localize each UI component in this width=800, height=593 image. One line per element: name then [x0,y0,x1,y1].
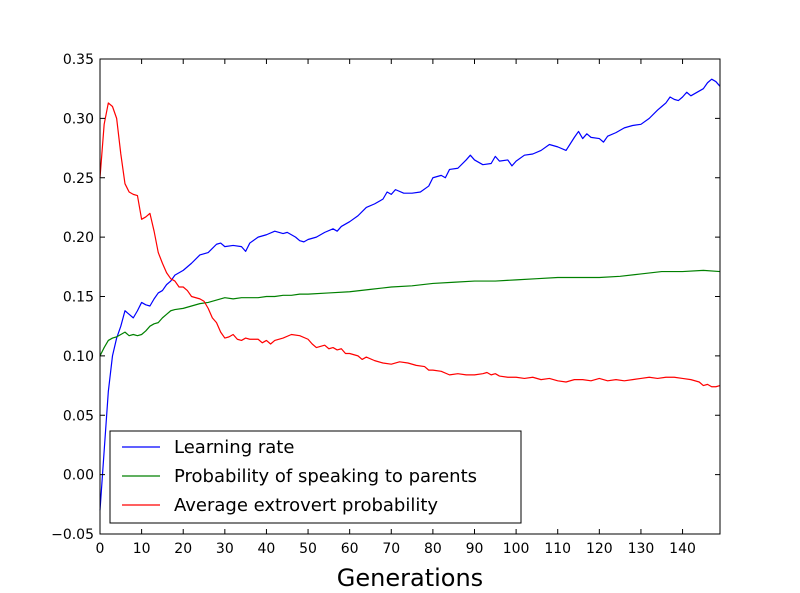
series-layer [99,78,721,511]
y-tick-label: 0.00 [63,468,94,484]
x-tick-label: 120 [586,541,613,557]
x-tick-label: 140 [669,541,696,557]
x-tick-label: 30 [216,541,234,557]
x-tick-label: 0 [96,541,105,557]
legend-label-2: Average extrovert probability [174,495,438,516]
x-tick-label: 10 [133,541,151,557]
x-tick-label: 50 [299,541,317,557]
y-tick-label: −0.05 [51,527,94,543]
x-tick-label: 100 [503,541,530,557]
y-tick-label: 0.15 [63,290,94,306]
x-tick-label: 80 [424,541,442,557]
legend-label-1: Probability of speaking to parents [174,466,477,487]
x-tick-label: 130 [628,541,655,557]
y-tick-label: 0.25 [63,171,94,187]
y-tick-label: 0.20 [63,230,94,246]
legend: Learning rate Probability of speaking to … [109,430,522,524]
series-line-2 [99,102,721,388]
legend-box [109,430,522,524]
y-tick-label: 0.35 [63,52,94,68]
x-axis: 0 10 20 30 40 50 60 70 80 90 100 110 120 130 140 [96,59,696,557]
series-line-1 [99,269,721,357]
x-tick-label: 110 [544,541,571,557]
y-axis: −0.05 0.00 0.05 0.10 0.15 0.20 0.25 0.30 0.35 [51,52,720,543]
x-tick-label: 60 [341,541,359,557]
series-line-0 [99,78,721,511]
x-tick-label: 90 [466,541,484,557]
x-tick-label: 70 [382,541,400,557]
x-tick-label: 40 [258,541,276,557]
x-tick-label: 20 [174,541,192,557]
legend-label-0: Learning rate [174,437,294,458]
y-tick-label: 0.10 [63,349,94,365]
y-tick-label: 0.05 [63,408,94,424]
x-axis-title: Generations [337,564,483,592]
y-tick-label: 0.30 [63,111,94,127]
